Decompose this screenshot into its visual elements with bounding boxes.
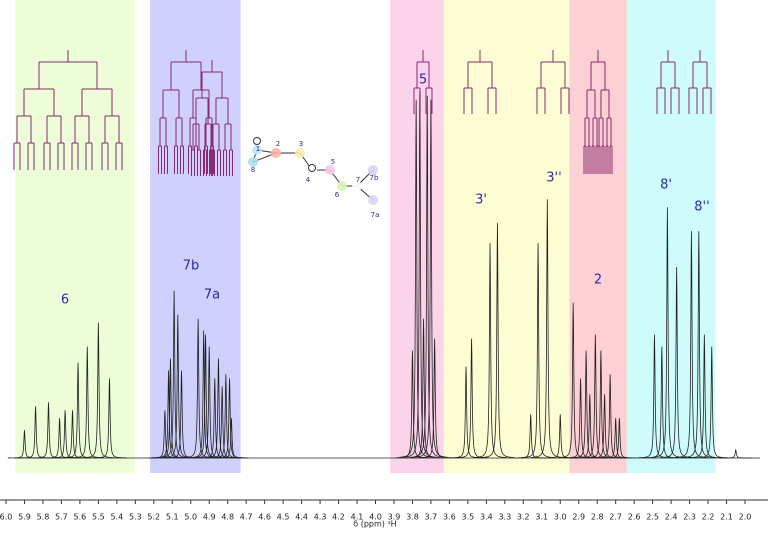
x-tick-label: 5.7 — [55, 513, 68, 522]
x-tick-label: 5.5 — [92, 513, 105, 522]
peak-label: 6 — [61, 293, 69, 308]
oxygen — [308, 164, 316, 172]
peak — [530, 199, 564, 458]
x-axis-label: δ (ppm) ¹H — [353, 520, 396, 529]
x-tick-label: 4.6 — [258, 513, 271, 522]
peak — [521, 243, 555, 458]
x-tick-label: 4.3 — [314, 513, 327, 522]
atom — [337, 181, 347, 191]
atom-label: 8 — [251, 166, 255, 174]
x-tick-label: 4.5 — [277, 513, 290, 522]
x-tick-label: 2.7 — [609, 513, 622, 522]
x-tick-label: 4.0 — [369, 513, 382, 522]
x-tick-label: 2.5 — [646, 513, 659, 522]
x-tick-label: 3.6 — [443, 513, 456, 522]
x-tick-label: 5.6 — [74, 513, 87, 522]
atom — [295, 148, 305, 158]
peak — [682, 231, 716, 458]
atom-label: 6 — [335, 191, 340, 199]
peak — [417, 338, 452, 459]
atom-label: 1 — [256, 145, 260, 153]
peak — [81, 322, 116, 459]
peak — [695, 346, 729, 459]
x-tick-label: 5.4 — [110, 513, 123, 522]
x-tick-label: 3.1 — [535, 513, 548, 522]
x-tick-label: 2.0 — [739, 513, 752, 522]
atom — [325, 165, 335, 175]
x-tick-label: 2.6 — [628, 513, 641, 522]
x-tick-label: 3.0 — [554, 513, 567, 522]
peak-label: 2 — [594, 273, 602, 288]
peak — [473, 243, 507, 458]
x-tick-label: 3.9 — [388, 513, 401, 522]
region-band — [626, 0, 716, 473]
x-tick-label: 6.0 — [0, 513, 12, 522]
region-band — [150, 0, 241, 473]
x-tick-label: 3.5 — [462, 513, 475, 522]
x-tick-label: 2.9 — [572, 513, 585, 522]
peak — [719, 448, 753, 459]
x-tick-label: 2.3 — [683, 513, 696, 522]
x-tick-label: 3.8 — [406, 513, 419, 522]
peak — [480, 223, 515, 458]
oxygen — [253, 137, 261, 145]
x-tick-label: 4.2 — [332, 513, 345, 522]
atom-label: 5 — [331, 158, 335, 166]
x-tick-label: 5.2 — [147, 513, 160, 522]
atom-label: 7 — [356, 176, 360, 184]
peak — [214, 418, 249, 459]
atom-label: 3 — [299, 140, 303, 148]
x-tick-label: 5.0 — [184, 513, 197, 522]
atom — [248, 157, 258, 167]
region-band — [569, 0, 627, 473]
x-tick-label: 4.4 — [295, 513, 308, 522]
x-tick-label: 2.8 — [591, 513, 604, 522]
atom-label: 7a — [371, 211, 380, 219]
peak — [61, 362, 95, 459]
peak — [514, 414, 548, 459]
peak-label: 3'' — [546, 171, 561, 186]
peak-label: 3' — [475, 193, 487, 208]
atom-label: 4 — [306, 176, 311, 184]
atom — [271, 148, 281, 158]
peak-label: 7a — [204, 288, 220, 303]
x-tick-label: 2.4 — [665, 513, 678, 522]
region-band — [15, 0, 136, 473]
atom — [352, 181, 362, 191]
x-tick-label: 3.2 — [517, 513, 530, 522]
atom-label: 7b — [370, 174, 379, 182]
x-tick-label: 3.4 — [480, 513, 493, 522]
x-tick-label: 2.2 — [702, 513, 715, 522]
region-band — [443, 0, 570, 473]
atom — [368, 195, 378, 205]
atom — [252, 145, 262, 155]
peak — [687, 334, 721, 459]
peak-label: 8'' — [694, 200, 709, 215]
peak — [602, 418, 636, 459]
x-tick-label: 4.7 — [240, 513, 253, 522]
x-tick-label: 5.9 — [18, 513, 31, 522]
atom — [368, 165, 378, 175]
x-tick-label: 3.3 — [498, 513, 511, 522]
x-tick-label: 5.3 — [129, 513, 142, 522]
x-tick-label: 5.1 — [166, 513, 179, 522]
x-tick-label: 5.8 — [37, 513, 50, 522]
peak-label: 8' — [660, 178, 672, 193]
peak-label: 7b — [183, 259, 200, 274]
x-tick-label: 4.9 — [203, 513, 216, 522]
atom-label: 2 — [276, 140, 280, 148]
x-tick-label: 4.1 — [351, 513, 364, 522]
x-tick-label: 3.7 — [425, 513, 438, 522]
peak-label: 5 — [419, 73, 427, 88]
peak — [92, 378, 127, 459]
x-tick-label: 4.8 — [221, 513, 234, 522]
x-tick-label: 2.1 — [720, 513, 733, 522]
peak — [410, 95, 444, 458]
